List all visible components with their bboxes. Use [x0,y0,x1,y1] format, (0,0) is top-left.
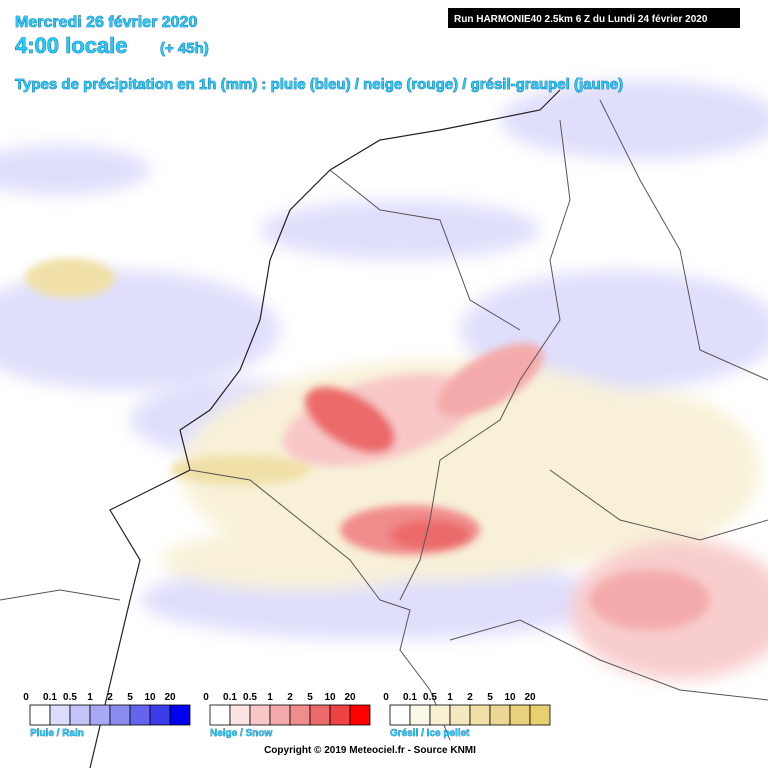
legend-swatch [509,704,531,726]
legend-tick: 0 [23,692,29,703]
legend-tick: 0.1 [43,692,57,703]
legend-swatch [529,704,551,726]
legend-swatch [129,704,151,726]
legend-tick: 5 [487,692,493,703]
legend-swatch [269,704,291,726]
legend-tick: 1 [447,692,453,703]
legend-swatch [169,704,191,726]
legend-tick: 0 [203,692,209,703]
legend-tick: 20 [524,692,536,703]
copyright: Copyright © 2019 Meteociel.fr - Source K… [264,745,476,756]
legend-tick: 0.1 [223,692,237,703]
legend-swatch [469,704,491,726]
legend-swatch [249,704,271,726]
legend-swatch [49,704,71,726]
legend-swatch [289,704,311,726]
subtitle: Types de précipitation en 1h (mm) : plui… [15,76,623,93]
legend-swatch [309,704,331,726]
legend-tick: 0 [383,692,389,703]
legend-tick: 20 [164,692,176,703]
legend-swatch [449,704,471,726]
legend-tick: 2 [287,692,293,703]
legend-swatch [429,704,451,726]
legend-tick: 2 [107,692,113,703]
legend-swatch [149,704,171,726]
legend-tick: 1 [87,692,93,703]
legend-tick: 20 [344,692,356,703]
legend-tick: 10 [144,692,156,703]
legend-tick: 0.1 [403,692,417,703]
lead-time: (+ 45h) [160,40,209,57]
legend-tick: 10 [504,692,516,703]
legend-swatch [89,704,111,726]
legend-swatch [69,704,91,726]
legend-tick: 10 [324,692,336,703]
legend-swatch [329,704,351,726]
legend-tick: 0.5 [243,692,257,703]
legend-swatch [389,704,411,726]
legend-tick: 5 [307,692,313,703]
legend-tick: 1 [267,692,273,703]
legend-swatch [409,704,431,726]
legend-swatch [109,704,131,726]
forecast-date: Mercredi 26 février 2020 [15,14,197,31]
legend-swatch [489,704,511,726]
legend-label: Grésil / Ice pellet [390,728,470,739]
run-box [448,8,740,28]
legend-swatch [229,704,251,726]
map-lines [0,89,768,768]
legend-tick: 2 [467,692,473,703]
legend-tick: 0.5 [63,692,77,703]
legend-tick: 5 [127,692,133,703]
legend-swatch [209,704,231,726]
run-info: Run HARMONIE40 2.5km 6 Z du Lundi 24 fév… [454,14,708,25]
legend-label: Pluie / Rain [30,728,84,739]
precipitation [0,80,768,680]
legend-tick: 0.5 [423,692,437,703]
legend-swatch [29,704,51,726]
forecast-time: 4:00 locale [15,33,128,58]
legend-label: Neige / Snow [210,728,272,739]
legend-swatch [349,704,371,726]
